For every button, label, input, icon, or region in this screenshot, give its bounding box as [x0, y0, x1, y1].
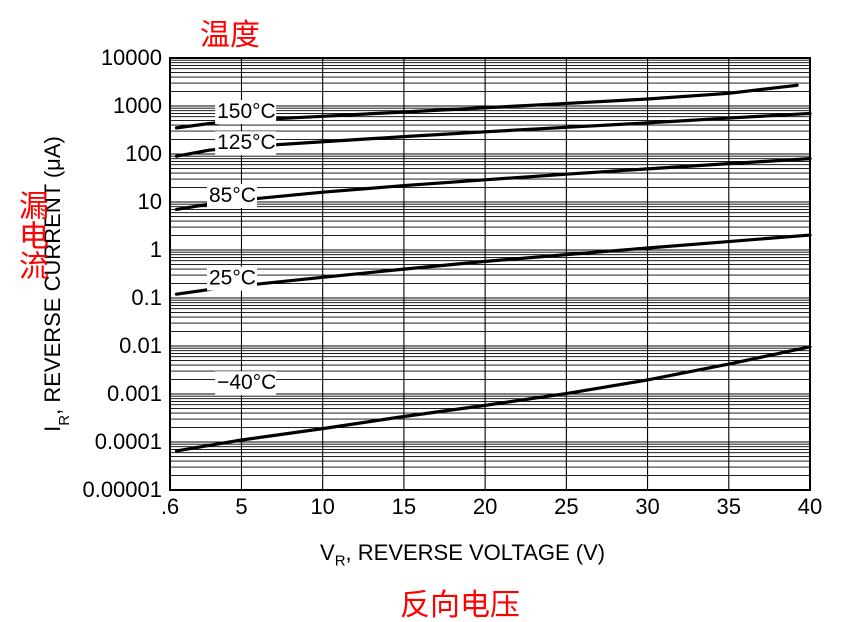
y-tick-label: 1000 [113, 93, 162, 118]
y-tick-label: 0.0001 [95, 429, 162, 454]
series-label: 85°C [209, 184, 256, 207]
series-label: 25°C [209, 267, 256, 290]
y-tick-label: 10000 [101, 45, 162, 70]
x-axis-title-rest: , REVERSE VOLTAGE (V) [346, 540, 606, 565]
y-tick-label: 0.01 [119, 333, 162, 358]
svg-text:IR, REVERSE CURRENT (μA): IR, REVERSE CURRENT (μA) [40, 136, 73, 432]
series-label: −40°C [217, 371, 276, 394]
y-tick-label: 10 [138, 189, 162, 214]
x-tick-label: .6 [161, 494, 179, 519]
y-axis-title: IR, REVERSE CURRENT (μA) [40, 136, 73, 432]
x-tick-label: 20 [473, 494, 497, 519]
annotation-reverse-voltage: 反向电压 [400, 580, 520, 622]
y-tick-label: 0.001 [107, 381, 162, 406]
x-axis-title-main: V [320, 540, 335, 565]
y-tick-label: 0.00001 [82, 477, 162, 502]
y-tick-label: 0.1 [131, 285, 162, 310]
x-tick-label: 30 [635, 494, 659, 519]
x-tick-label: 5 [235, 494, 247, 519]
x-tick-label: 10 [310, 494, 334, 519]
x-tick-label: 25 [554, 494, 578, 519]
annotation-leakage-current: 漏电流 [8, 190, 52, 280]
series-label: 125°C [217, 131, 276, 154]
y-tick-label: 1 [150, 237, 162, 262]
annotation-temperature: 温度 [200, 10, 260, 54]
y-tick-label: 100 [125, 141, 162, 166]
series-label: 150°C [217, 100, 276, 123]
x-tick-label: 15 [392, 494, 416, 519]
x-axis-title: VR, REVERSE VOLTAGE (V) [320, 540, 605, 569]
x-tick-label: 40 [798, 494, 822, 519]
x-tick-label: 35 [717, 494, 741, 519]
reverse-current-chart: .6 5 10 15 20 25 30 35 40 0.00001 0.0001 0.001 0.01 0… [0, 0, 865, 622]
x-axis-title-sub: R [335, 552, 346, 569]
